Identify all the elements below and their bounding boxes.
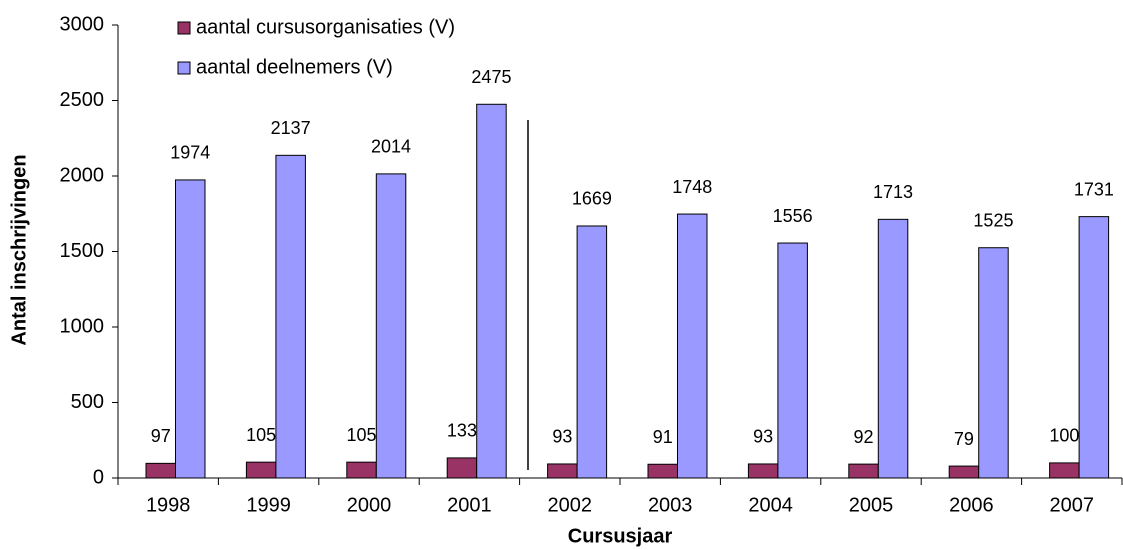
value-label: 1525 bbox=[973, 210, 1013, 230]
x-tick-label: 2001 bbox=[447, 494, 492, 516]
value-label: 105 bbox=[347, 425, 377, 445]
y-tick-label: 2500 bbox=[60, 89, 105, 111]
bar bbox=[1049, 462, 1080, 479]
bar bbox=[375, 173, 407, 479]
bar bbox=[476, 103, 507, 479]
bar bbox=[848, 463, 879, 479]
y-tick-label: 3000 bbox=[60, 13, 105, 35]
legend-label: aantal deelnemers (V) bbox=[196, 56, 393, 78]
bar bbox=[145, 462, 176, 479]
x-tick-label: 2006 bbox=[949, 494, 994, 516]
value-label: 97 bbox=[151, 426, 171, 446]
x-tick-label: 2003 bbox=[648, 494, 693, 516]
y-tick-label: 1000 bbox=[60, 315, 105, 337]
legend-swatch bbox=[177, 61, 191, 75]
value-label: 93 bbox=[552, 427, 572, 447]
bar bbox=[446, 457, 478, 479]
bar bbox=[647, 463, 678, 479]
x-tick-label: 1998 bbox=[146, 494, 191, 516]
x-tick-label: 2000 bbox=[347, 494, 392, 516]
x-tick-label: 1999 bbox=[246, 494, 291, 516]
bar bbox=[576, 225, 608, 479]
bar bbox=[948, 465, 980, 479]
bar bbox=[877, 218, 909, 479]
value-label: 1731 bbox=[1074, 179, 1114, 199]
x-tick-label: 2005 bbox=[849, 494, 894, 516]
bar bbox=[245, 461, 277, 479]
y-tick-label: 0 bbox=[93, 466, 104, 488]
y-tick-label: 2000 bbox=[60, 164, 105, 186]
value-label: 1748 bbox=[672, 177, 712, 197]
x-tick-label: 2007 bbox=[1050, 494, 1095, 516]
bar bbox=[175, 179, 206, 479]
value-label: 91 bbox=[653, 427, 673, 447]
bar bbox=[547, 463, 578, 479]
value-label: 92 bbox=[854, 427, 874, 447]
y-axis-title: Antal inschrijvingen bbox=[8, 154, 30, 345]
bar bbox=[1078, 216, 1110, 479]
x-tick-label: 2004 bbox=[748, 494, 793, 516]
value-label: 1974 bbox=[170, 143, 210, 163]
y-tick-label: 500 bbox=[71, 391, 104, 413]
x-axis-title: Cursusjaar bbox=[568, 525, 673, 547]
value-label: 2137 bbox=[271, 118, 311, 138]
value-label: 1669 bbox=[572, 189, 612, 209]
value-label: 105 bbox=[246, 425, 276, 445]
bar bbox=[747, 463, 779, 479]
value-label: 79 bbox=[954, 429, 974, 449]
legend-swatch bbox=[177, 21, 191, 35]
value-label: 93 bbox=[753, 427, 773, 447]
legend-label: aantal cursusorganisaties (V) bbox=[196, 16, 455, 38]
bar bbox=[777, 242, 808, 479]
bar bbox=[275, 154, 306, 479]
bar bbox=[677, 213, 708, 479]
bar bbox=[346, 461, 377, 479]
y-tick-label: 1500 bbox=[60, 240, 105, 262]
value-label: 133 bbox=[447, 421, 477, 441]
x-tick-label: 2002 bbox=[548, 494, 593, 516]
value-label: 1713 bbox=[873, 182, 913, 202]
value-label: 100 bbox=[1049, 426, 1079, 446]
bar bbox=[978, 247, 1009, 479]
value-label: 1556 bbox=[773, 206, 813, 226]
value-label: 2475 bbox=[471, 67, 511, 87]
value-label: 2014 bbox=[371, 137, 411, 157]
